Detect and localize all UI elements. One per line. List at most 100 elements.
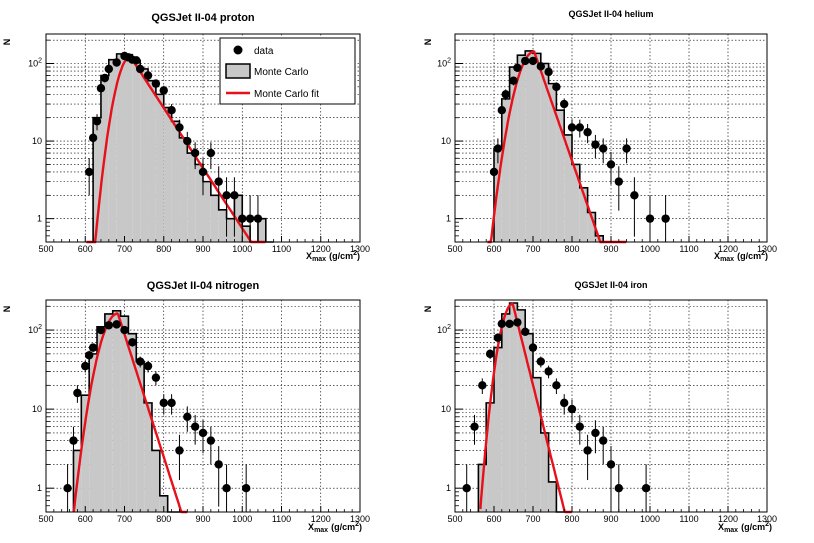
panel-title: QGSJet II-04 iron <box>574 280 647 290</box>
mc-bin <box>144 402 152 512</box>
mc-bin <box>187 153 196 242</box>
mc-bin <box>210 195 219 242</box>
legend-fit-label: Monte Carlo fit <box>254 89 319 100</box>
panel-iron: QGSJet II-04 iron N 500 600 700 800 900 1000 1… <box>423 280 777 534</box>
y-tick-label: 10 <box>441 136 451 146</box>
data-point <box>222 483 231 493</box>
data-point <box>214 460 223 469</box>
data-point <box>112 320 121 329</box>
axis-ticks: 500 600 700 800 900 1000 1100 1200 1300 1 10 102 <box>28 305 370 524</box>
x-tick-label: 500 <box>38 514 53 524</box>
data-points <box>84 51 263 242</box>
x-tick-label: 1000 <box>640 244 660 254</box>
x-axis-label: Xmax (g/cm2) <box>308 521 362 534</box>
panel-title: QGSJet II-04 nitrogen <box>147 280 260 292</box>
mc-bin <box>226 218 235 242</box>
x-tick-label: 1200 <box>718 244 738 254</box>
mc-bin <box>501 98 510 242</box>
x-axis-label: Xmax (g/cm2) <box>718 521 772 534</box>
data-point <box>501 90 510 99</box>
data-point <box>190 148 200 158</box>
data-point <box>159 398 168 408</box>
data-point <box>505 319 514 329</box>
y-tick-label: 102 <box>28 324 42 335</box>
x-tick-label: 800 <box>564 514 579 524</box>
mc-bin <box>124 54 133 242</box>
x-tick-label: 900 <box>603 514 618 524</box>
mc-bin <box>587 212 596 242</box>
data-point <box>63 483 72 493</box>
x-tick-label: 1000 <box>232 244 252 254</box>
mc-bin <box>148 80 156 242</box>
panel-title: QGSJet II-04 proton <box>151 12 255 24</box>
data-point <box>84 351 94 360</box>
x-tick-label: 1200 <box>311 244 331 254</box>
data-point <box>206 436 216 445</box>
mc-bin <box>155 94 164 242</box>
y-axis-label: N <box>2 39 12 46</box>
data-point <box>544 67 553 77</box>
data-point <box>614 483 623 493</box>
legend-data-label: data <box>254 46 274 57</box>
data-point <box>641 483 651 493</box>
mc-bin <box>548 481 557 512</box>
mc-bin <box>120 316 129 512</box>
data-point <box>245 214 255 223</box>
mc-bin <box>525 50 533 242</box>
y-tick-label: 10 <box>32 136 42 146</box>
data-point <box>143 71 153 80</box>
mc-histogram <box>92 53 274 243</box>
x-tick-label: 900 <box>195 244 210 254</box>
mc-bin <box>494 148 502 242</box>
data-point <box>497 106 506 115</box>
mc-outline <box>493 50 619 243</box>
y-tick-label: 102 <box>437 57 451 68</box>
mc-outline <box>72 310 184 513</box>
x-tick-label: 800 <box>156 244 171 254</box>
data-point <box>96 325 106 335</box>
data-point <box>183 412 192 421</box>
mc-bin <box>112 310 121 512</box>
axis-ticks: 500 600 700 800 900 1000 1100 1200 1300 1 10 102 <box>28 39 370 254</box>
grid <box>455 34 767 242</box>
x-tick-label: 1300 <box>350 514 370 524</box>
x-tick-label: 500 <box>447 244 462 254</box>
mc-bin <box>494 347 502 512</box>
mc-bin <box>572 164 580 242</box>
data-point <box>544 367 553 376</box>
data-point <box>536 62 545 71</box>
mc-bin <box>163 107 172 242</box>
data-point <box>513 63 522 73</box>
x-tick-label: 1000 <box>640 514 660 524</box>
mc-bin <box>517 55 526 243</box>
data-point <box>151 79 161 88</box>
data-point <box>81 361 90 371</box>
y-axis-label: N <box>423 39 433 46</box>
data-point <box>206 148 216 158</box>
legend-mc-label: Monte Carlo <box>254 67 309 78</box>
mc-histogram <box>477 302 572 513</box>
data-point <box>96 84 106 93</box>
y-tick-label: 10 <box>441 404 451 414</box>
x-tick-label: 1100 <box>272 244 291 254</box>
data-point <box>560 99 569 109</box>
data-point <box>489 167 499 177</box>
data-points <box>489 56 670 242</box>
mc-bin <box>501 313 510 512</box>
data-point <box>214 177 223 186</box>
mc-bin <box>93 117 101 242</box>
mc-outline <box>477 302 572 513</box>
data-point <box>143 361 153 371</box>
x-tick-label: 600 <box>78 244 93 254</box>
y-axis-label: N <box>2 306 12 313</box>
data-point <box>614 177 623 186</box>
mc-bin <box>533 53 541 243</box>
x-tick-label: 900 <box>195 514 210 524</box>
x-tick-label: 1200 <box>718 514 738 524</box>
y-tick-label: 102 <box>28 57 42 68</box>
mc-bin <box>540 432 549 512</box>
data-point <box>175 446 184 455</box>
data-point <box>478 381 487 390</box>
legend: data Monte Carlo Monte Carlo fit <box>219 37 356 105</box>
